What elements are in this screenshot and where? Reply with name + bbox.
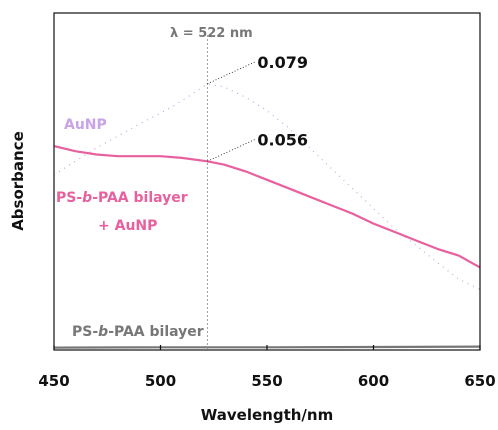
x-tick-label-3: 600 (358, 372, 389, 390)
x-axis-title: Wavelength/nm (201, 406, 333, 424)
value-label-0: 0.079 (257, 53, 308, 72)
x-tick-label-0: 450 (38, 372, 69, 390)
x-axis-tick-labels: 450 500 550 600 650 (38, 372, 495, 390)
series-label-bilayer: PS-b-PAA bilayer (72, 324, 204, 340)
series-line-0 (53, 83, 481, 290)
series-label-bilayer-aunp: PS-b-PAA bilayer (56, 190, 188, 206)
series-label-bilayer-aunp-line2: + AuNP (98, 218, 157, 234)
value-leader-1 (207, 138, 256, 162)
series-line-1 (53, 145, 481, 269)
x-tick-label-1: 500 (145, 372, 176, 390)
x-axis-ticks (53, 345, 481, 350)
value-labels: 0.079 0.056 (207, 53, 308, 162)
plot-series (53, 83, 481, 349)
value-label-1: 0.056 (257, 130, 308, 149)
series-label-aunp: AuNP (64, 117, 107, 133)
value-leader-0 (207, 61, 256, 85)
x-tick-label-2: 550 (251, 372, 282, 390)
y-axis-title: Absorbance (9, 131, 27, 231)
x-tick-label-4: 650 (464, 372, 495, 390)
peak-wavelength-label: λ = 522 nm (170, 26, 253, 41)
